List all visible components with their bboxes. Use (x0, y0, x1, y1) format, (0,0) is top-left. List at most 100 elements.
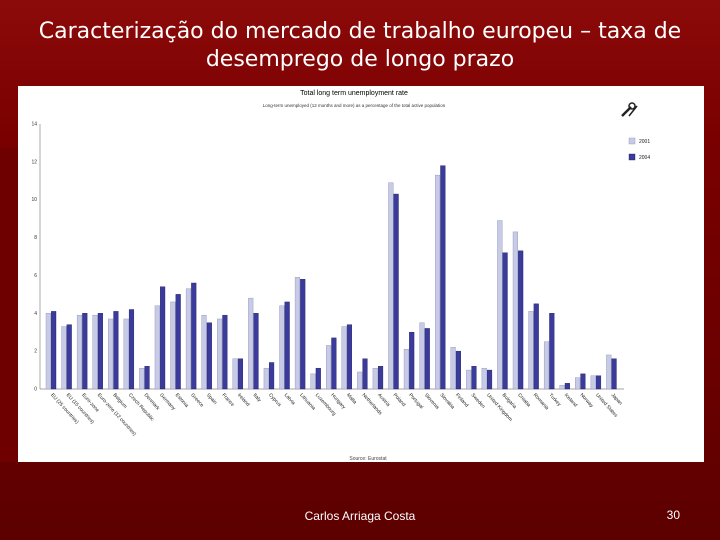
slide-title: Caracterização do mercado de trabalho eu… (30, 18, 690, 74)
bar-2001 (481, 367, 487, 390)
chart-title: Total long term unemployment rate (300, 90, 408, 97)
bar-2001 (108, 318, 114, 390)
page-number: 30 (666, 508, 680, 522)
x-tick-label: Latvia (283, 392, 297, 406)
y-tick-label: 10 (31, 197, 37, 203)
x-tick-label: Greece (189, 392, 205, 408)
slide-title-line-2: desemprego de longo prazo (205, 47, 515, 72)
bar-2001 (543, 341, 550, 390)
bar-2001 (341, 326, 347, 390)
bar-2004 (51, 311, 57, 390)
bar-2004 (502, 252, 508, 390)
bar-2001 (528, 311, 534, 390)
bar-2004 (362, 358, 368, 390)
bar-2004 (533, 303, 539, 390)
bar-2004 (424, 328, 430, 390)
bar-2001 (217, 318, 223, 390)
bar-2004 (97, 313, 103, 390)
legend-swatch-2004 (628, 153, 636, 161)
bar-2001 (466, 369, 472, 390)
slide-title-line-1: Caracterização do mercado de trabalho eu… (38, 19, 682, 44)
bar-2004 (378, 366, 384, 390)
bar-2004 (253, 313, 259, 390)
bar-2001 (154, 305, 160, 390)
bar-2004 (595, 375, 602, 390)
bar-2004 (66, 324, 72, 390)
bar-2004 (206, 322, 212, 390)
x-tick-label: Japan (610, 392, 624, 406)
x-tick-label: Slovakia (438, 392, 455, 410)
bar-2004 (409, 332, 415, 390)
x-tick-label: Croatia (516, 392, 531, 408)
bar-2004 (128, 309, 135, 390)
bar-2001 (512, 231, 518, 390)
x-tick-label: Cyprus (267, 392, 282, 408)
bar-2004 (518, 250, 524, 390)
bar-2004 (269, 362, 275, 390)
x-tick-label: Finland (454, 392, 470, 408)
bar-2004 (315, 367, 321, 390)
bar-2001 (201, 314, 207, 390)
bar-2004 (175, 294, 181, 390)
x-tick-label: Malta (345, 392, 358, 405)
bar-2001 (450, 347, 456, 390)
x-tick-label: EU (25 countries) (49, 392, 80, 425)
y-tick-label: 2 (34, 349, 37, 355)
bar-2004 (564, 383, 570, 390)
bar-2001 (61, 326, 67, 390)
bar-2001 (139, 367, 145, 390)
bar-2004 (549, 313, 555, 390)
bar-2004 (222, 314, 228, 390)
long-term-unemployment-chart: Total long term unemployment rate Long-t… (31, 90, 650, 462)
x-tick-label: Turkey (547, 392, 562, 408)
bar-2004 (455, 350, 461, 390)
footer-author: Carlos Arriaga Costa (304, 509, 416, 523)
chart-legend: 2001 2004 (628, 137, 650, 161)
chart-source: Source: Eurostat (349, 456, 387, 462)
x-tick-label: Poland (392, 392, 407, 408)
x-tick-label: Spain (205, 392, 218, 406)
bar-2004 (611, 358, 617, 390)
bar-2001 (357, 371, 363, 390)
x-tick-label: Sweden (470, 392, 487, 410)
bar-2001 (294, 277, 300, 390)
bar-2004 (580, 373, 586, 390)
bar-2001 (434, 174, 441, 390)
bar-2001 (92, 314, 98, 390)
bar-2001 (372, 367, 378, 390)
bar-2004 (346, 324, 352, 390)
bar-2004 (144, 366, 150, 390)
bar-2001 (170, 301, 176, 390)
bar-2001 (497, 220, 503, 390)
bar-2004 (237, 358, 244, 390)
bar-2001 (388, 182, 394, 390)
bar-2001 (248, 297, 254, 390)
legend-swatch-2001 (628, 137, 636, 145)
tools-icon (621, 102, 638, 117)
bar-2001 (232, 358, 238, 390)
legend-label: 2001 (639, 139, 650, 145)
x-tick-label: Romania (532, 392, 550, 411)
bar-2001 (45, 313, 51, 390)
bar-2001 (263, 367, 269, 390)
x-tick-label: Slovenia (423, 392, 440, 410)
left-decorative-strip (0, 148, 18, 462)
bar-2001 (76, 314, 83, 390)
x-tick-label: Norway (579, 392, 595, 409)
legend-label: 2004 (639, 155, 650, 161)
bar-2001 (575, 377, 581, 390)
bar-2001 (590, 375, 596, 390)
y-tick-label: 8 (34, 235, 37, 241)
bar-2004 (284, 301, 290, 390)
y-tick-label: 12 (31, 159, 37, 165)
bar-2001 (279, 305, 285, 390)
bar-2001 (419, 322, 425, 390)
x-tick-label: Iceland (563, 392, 578, 408)
x-tick-label: France (220, 392, 235, 408)
y-tick-label: 0 (34, 387, 37, 393)
bar-2001 (123, 318, 129, 390)
x-tick-label: Italy (252, 392, 263, 403)
bar-2001 (185, 288, 192, 390)
bar-2001 (606, 354, 612, 390)
y-tick-label: 6 (34, 273, 37, 279)
